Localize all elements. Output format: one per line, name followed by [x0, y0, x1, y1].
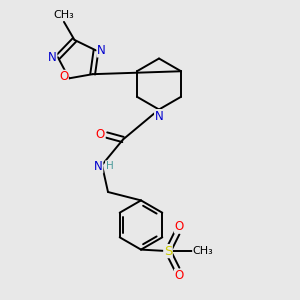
Text: CH₃: CH₃ — [54, 10, 74, 20]
Text: CH₃: CH₃ — [193, 246, 214, 256]
Text: S: S — [164, 244, 172, 258]
Text: O: O — [175, 220, 184, 233]
Text: N: N — [97, 44, 106, 57]
Text: N: N — [48, 51, 57, 64]
Text: O: O — [96, 128, 105, 142]
Text: N: N — [154, 110, 164, 123]
Text: O: O — [59, 70, 68, 83]
Text: O: O — [175, 269, 184, 282]
Text: H: H — [106, 161, 113, 171]
Text: N: N — [94, 160, 103, 173]
